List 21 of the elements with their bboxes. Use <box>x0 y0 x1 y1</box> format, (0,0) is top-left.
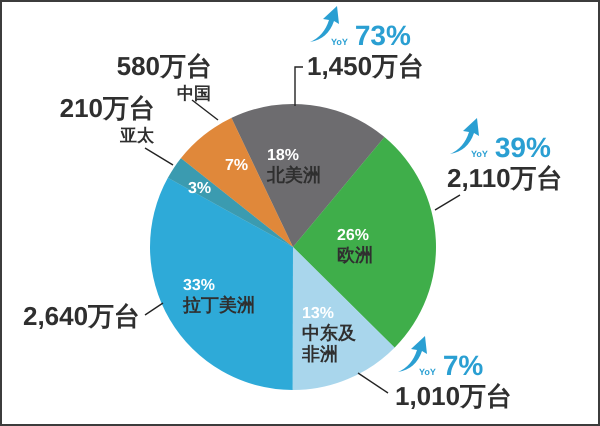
text: YoY 73% <box>331 20 411 51</box>
text: 26% <box>337 227 370 244</box>
slice-label: 亚太 <box>119 126 155 145</box>
slice-label: 中国 <box>177 84 211 103</box>
slice-label: 拉丁美洲 <box>182 295 255 315</box>
text: 7% <box>225 157 248 174</box>
slice-label: 中东及非洲 <box>301 323 356 364</box>
data-label: 1,010万台 <box>395 381 512 411</box>
text: YoY 39% <box>471 132 551 163</box>
data-label: 1,450万台 <box>307 51 424 81</box>
data-label: 210万台 <box>60 93 155 123</box>
data-label: 2,110万台 <box>447 163 563 193</box>
text: YoY 7% <box>419 350 484 381</box>
text: 33% <box>183 277 216 294</box>
text: 3% <box>188 180 212 197</box>
text: 13% <box>302 305 334 322</box>
text: 18% <box>267 147 300 164</box>
slice-label: 欧洲 <box>337 245 373 265</box>
slice-label: 北美洲 <box>266 165 321 185</box>
data-label: 580万台 <box>116 51 212 81</box>
data-label: 2,640万台 <box>23 301 140 331</box>
